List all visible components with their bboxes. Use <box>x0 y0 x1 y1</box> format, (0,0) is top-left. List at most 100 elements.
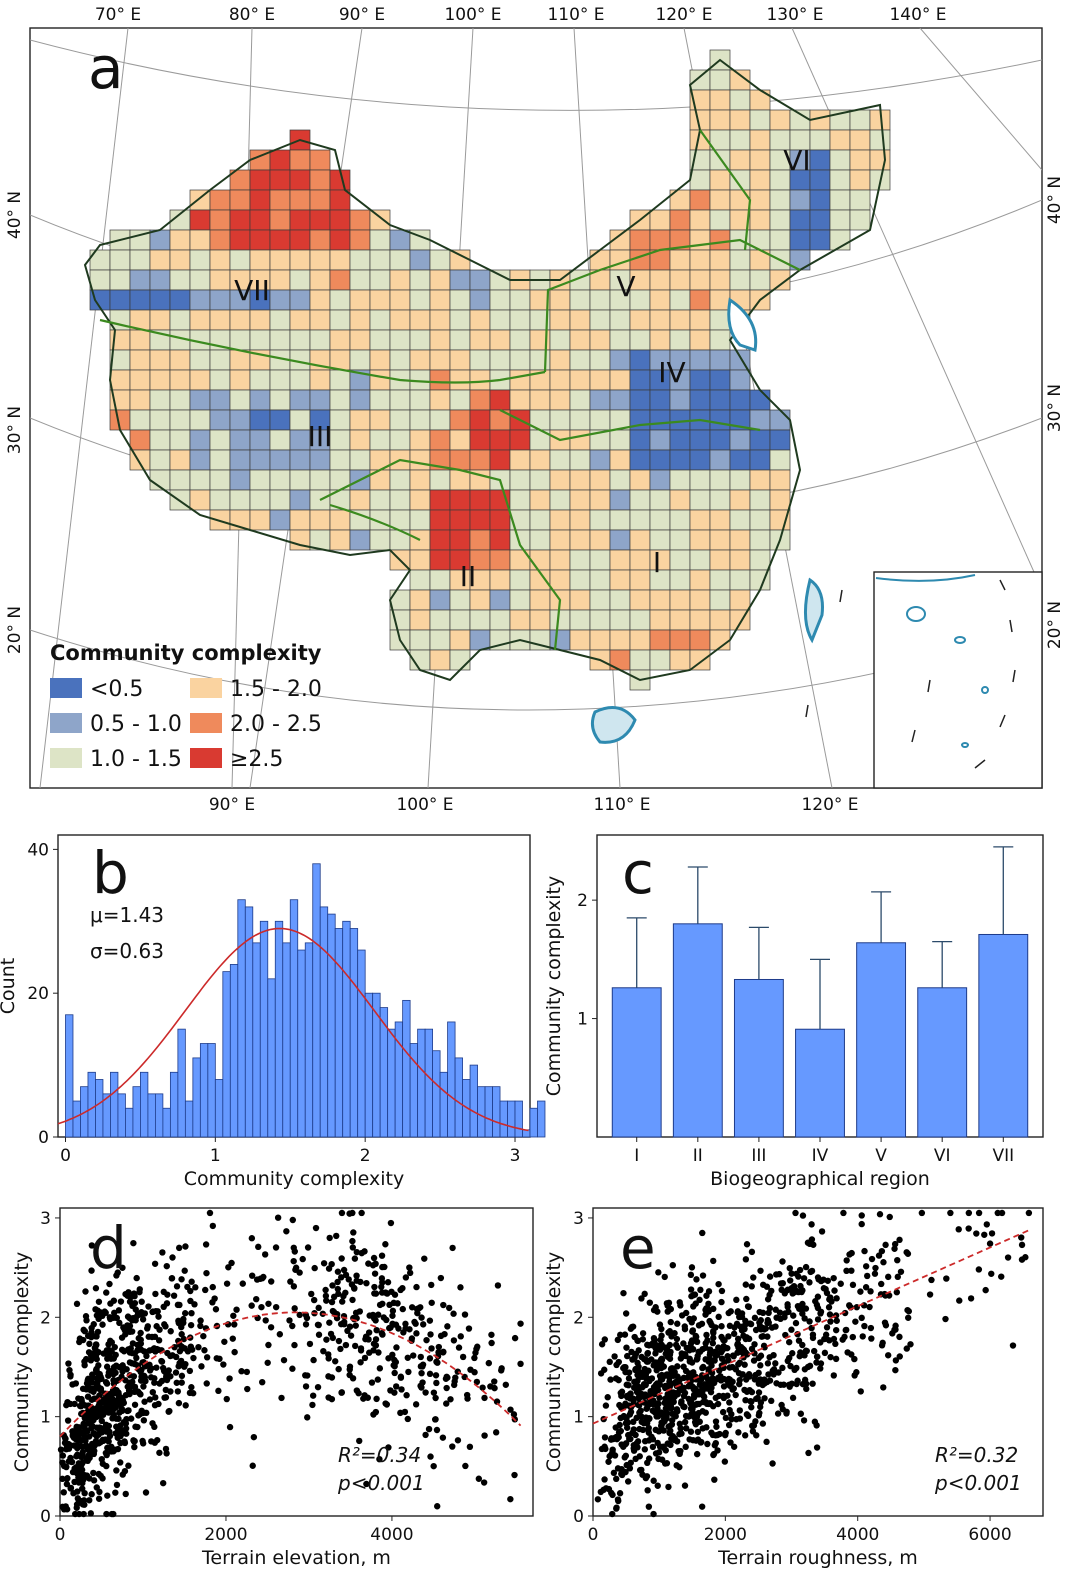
scatter-point <box>621 1454 628 1461</box>
grid-cell <box>649 589 671 611</box>
grid-cell <box>429 509 451 531</box>
scatter-point <box>988 1270 995 1277</box>
scatter-point <box>181 1363 188 1370</box>
scatter-point <box>135 1335 142 1342</box>
x-tick-label: 0 <box>588 1525 599 1545</box>
scatter-point <box>726 1322 734 1330</box>
grid-cell <box>669 269 691 291</box>
grid-cell <box>769 189 791 211</box>
inset-island <box>906 606 926 622</box>
scatter-point <box>94 1369 101 1376</box>
scatter-point <box>942 1315 949 1323</box>
scatter-point <box>677 1425 684 1432</box>
r2-annotation: R²=0.34 <box>338 1443 421 1467</box>
grid-cell <box>749 469 771 491</box>
scatter-point <box>840 1209 847 1217</box>
scatter-point <box>747 1320 755 1328</box>
scatter-point <box>78 1397 85 1405</box>
top-longitude-label: 80° E <box>229 5 275 25</box>
scatter-point <box>1018 1256 1026 1263</box>
grid-cell <box>709 69 731 91</box>
grid-cell <box>429 629 451 651</box>
grid-cell <box>649 509 671 531</box>
grid-cell <box>189 229 211 251</box>
scatter-point <box>137 1329 144 1337</box>
scatter-point <box>748 1283 755 1290</box>
grid-cell <box>629 529 651 551</box>
scatter-point <box>832 1355 840 1363</box>
scatter-point <box>756 1308 763 1316</box>
grid-cell <box>569 489 591 511</box>
scatter-point <box>988 1230 996 1237</box>
grid-cell <box>369 529 391 551</box>
grid-cell <box>569 389 591 411</box>
grid-cell <box>709 549 731 571</box>
grid-cell <box>309 289 331 311</box>
right-latitude-labels: 40° N30° N20° N <box>1045 176 1065 649</box>
scatter-point <box>765 1371 772 1378</box>
grid-cell <box>509 609 531 631</box>
scatter-point <box>371 1270 379 1277</box>
scatter-point <box>630 1426 637 1433</box>
region-label: IV <box>658 356 685 389</box>
scatter-point <box>891 1326 898 1334</box>
grid-cell <box>209 389 231 411</box>
grid-cell <box>669 209 691 231</box>
scatter-point <box>106 1428 113 1436</box>
scatter-point <box>160 1288 167 1296</box>
grid-cell <box>769 109 791 131</box>
grid-cell <box>829 209 851 231</box>
grid-cell <box>409 629 431 651</box>
grid-cell <box>269 329 291 351</box>
scatter-point <box>283 1228 290 1235</box>
scatter-point <box>634 1438 642 1445</box>
scatter-point <box>786 1264 793 1272</box>
grid-cell <box>149 449 171 471</box>
scatter-point <box>138 1298 145 1305</box>
grid-cell <box>869 129 891 151</box>
scatter-point <box>663 1409 670 1416</box>
panel-label-a: a <box>88 34 124 102</box>
scatter-point <box>418 1314 425 1321</box>
scatter-point <box>349 1209 356 1217</box>
grid-cell <box>169 269 191 291</box>
grid-cell <box>269 309 291 331</box>
meridian-line <box>919 28 1042 171</box>
scatter-point <box>65 1360 72 1367</box>
grid-cell <box>769 489 791 511</box>
grid-cell <box>609 329 631 351</box>
grid-cell <box>369 269 391 291</box>
scatter-point <box>967 1295 975 1302</box>
scatter-point <box>633 1414 640 1422</box>
scatter-point <box>701 1381 708 1388</box>
grid-cell <box>129 349 151 371</box>
scatter-point <box>849 1333 856 1341</box>
scatter-point <box>187 1321 195 1329</box>
grid-cell <box>349 389 371 411</box>
grid-cell <box>709 609 731 631</box>
scatter-point <box>617 1389 624 1397</box>
scatter-point <box>623 1381 630 1388</box>
grid-cell <box>389 469 411 491</box>
scatter-point <box>328 1260 335 1268</box>
scatter-point <box>372 1290 380 1297</box>
scatter-point <box>272 1303 280 1311</box>
scatter-point <box>764 1333 771 1340</box>
scatter-point <box>182 1243 189 1250</box>
grid-cell <box>729 549 751 571</box>
scatter-point <box>650 1383 658 1391</box>
scatter-point <box>421 1255 428 1262</box>
scatter-point <box>351 1255 359 1262</box>
legend-label: 1.5 - 2.0 <box>230 677 322 702</box>
scatter-point <box>276 1331 284 1338</box>
scatter-point <box>67 1485 74 1492</box>
grid-cell <box>749 189 771 211</box>
grid-cell <box>749 509 771 531</box>
histogram-bar <box>199 1043 209 1138</box>
y-tick-label: 3 <box>40 1209 51 1229</box>
scatter-point <box>430 1462 437 1470</box>
scatter-point <box>827 1353 834 1361</box>
grid-cell <box>449 449 471 471</box>
scatter-point <box>161 1394 168 1401</box>
scatter-point <box>296 1311 303 1319</box>
